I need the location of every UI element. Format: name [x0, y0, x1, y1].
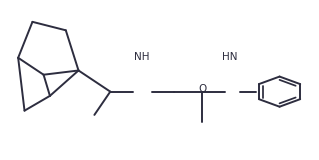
Text: HN: HN	[222, 52, 237, 62]
Text: O: O	[198, 84, 206, 94]
Text: NH: NH	[134, 52, 150, 62]
